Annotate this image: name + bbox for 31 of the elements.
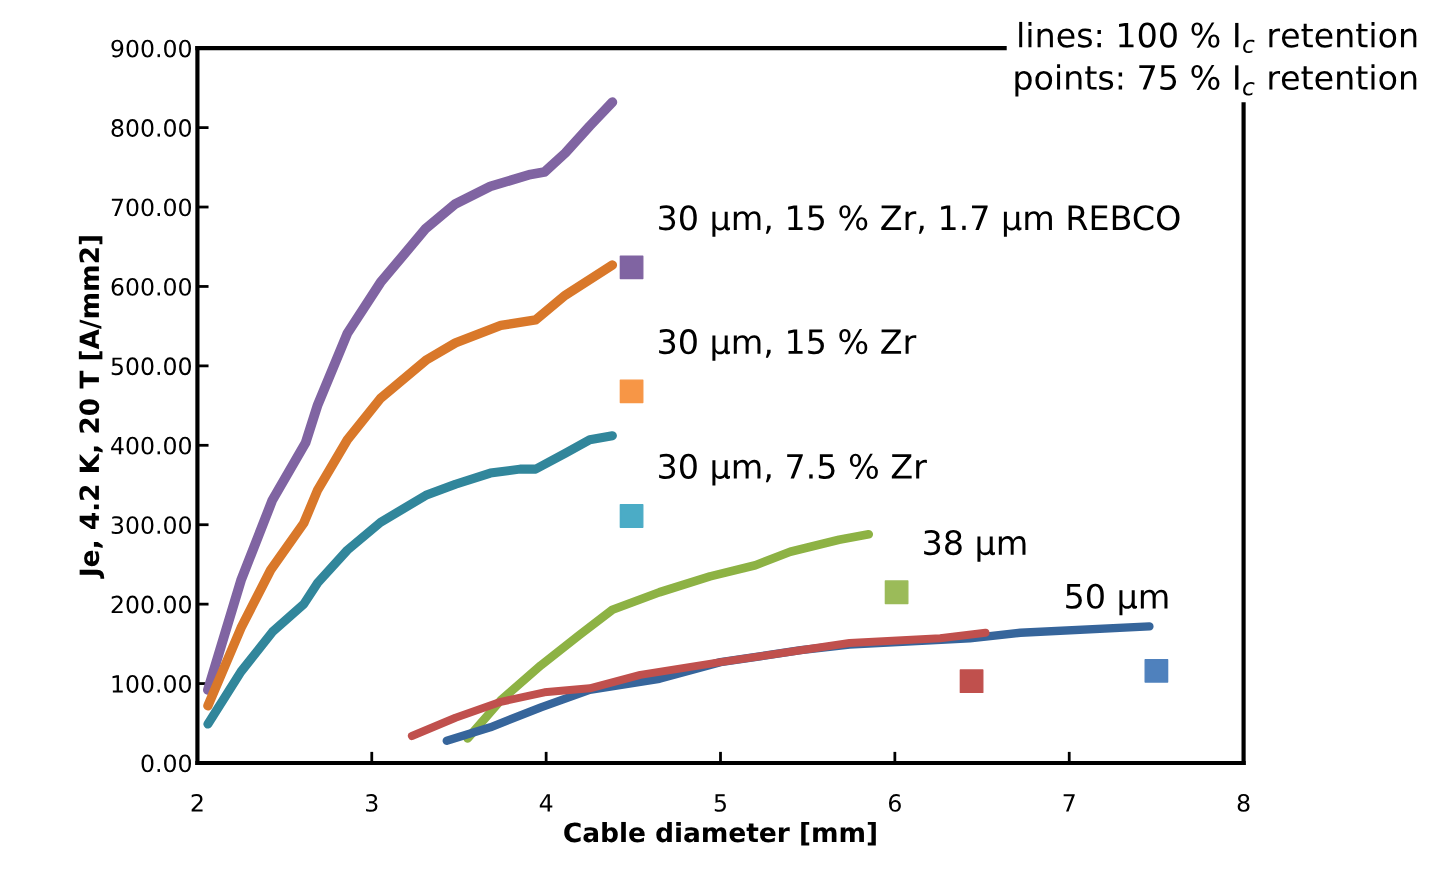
y-tick-label: 500.00 <box>111 357 191 376</box>
x-axis-title: Cable diameter [mm] <box>564 821 876 846</box>
y-tick-label: 300.00 <box>111 516 191 535</box>
point <box>619 255 644 280</box>
y-tick-label: 900.00 <box>111 39 191 58</box>
annotation: 30 µm, 15 % Zr, 1.7 µm REBCO <box>659 205 1180 237</box>
point <box>959 669 984 694</box>
x-tick-label: 7 <box>1063 794 1075 812</box>
annotation: 30 µm, 7.5 % Zr <box>659 453 927 486</box>
y-tick-label: 600.00 <box>111 277 191 296</box>
y-tick-label: 0.00 <box>141 754 191 773</box>
y-tick-label: 200.00 <box>111 595 191 614</box>
x-tick-label: 3 <box>366 793 378 812</box>
point <box>884 580 909 605</box>
y-tick-label: 700.00 <box>111 198 191 217</box>
annotation: 38 µm <box>924 530 1026 562</box>
annotation: lines: 100 % I$_{c}$ retention points: 75 % I$_{c}$ retention <box>1015 21 1417 97</box>
x-tick-label: 2 <box>191 793 203 812</box>
y-tick-label: 100.00 <box>112 675 191 693</box>
annotation: 50 µm <box>1066 583 1168 616</box>
point <box>619 379 644 404</box>
y-tick-label: 800.00 <box>111 119 191 137</box>
point <box>1144 658 1169 683</box>
y-axis-title: Je, 4.2 K, 20 T [A/mm2] <box>78 236 105 579</box>
annotation: 30 µm, 15 % Zr <box>659 329 917 361</box>
x-tick-label: 6 <box>889 793 901 812</box>
x-tick-label: 4 <box>539 794 553 812</box>
x-tick-label: 5 <box>714 794 726 812</box>
point <box>619 504 644 528</box>
y-tick-label: 400.00 <box>111 436 191 455</box>
x-tick-label: 8 <box>1237 793 1250 812</box>
